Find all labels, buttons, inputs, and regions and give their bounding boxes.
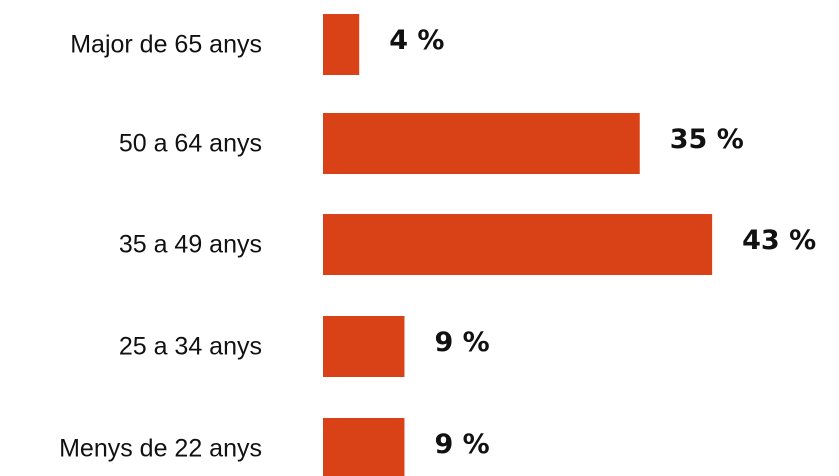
value-label-menys-de-22-anys: 9 % <box>434 429 489 460</box>
labels-group: Major de 65 anys 4 % 50 a 64 anys 35 % 35 a … <box>59 25 816 463</box>
bar-major-de-65-anys <box>323 14 360 75</box>
category-label-35-a-49-anys: 35 a 49 anys <box>119 231 262 259</box>
bar-25-a-34-anys <box>323 316 405 377</box>
value-label-major-de-65-anys: 4 % <box>389 25 444 56</box>
bars-group <box>323 14 713 476</box>
category-label-50-a-64-anys: 50 a 64 anys <box>119 130 262 158</box>
value-label-25-a-34-anys: 9 % <box>434 327 489 358</box>
category-label-menys-de-22-anys: Menys de 22 anys <box>59 435 262 463</box>
bar-menys-de-22-anys <box>323 418 405 476</box>
value-label-50-a-64-anys: 35 % <box>670 124 744 155</box>
category-label-25-a-34-anys: 25 a 34 anys <box>119 333 262 361</box>
value-label-35-a-49-anys: 43 % <box>742 225 816 256</box>
category-label-major-de-65-anys: Major de 65 anys <box>70 31 262 59</box>
bar-35-a-49-anys <box>323 214 713 275</box>
bar-50-a-64-anys <box>323 113 640 174</box>
